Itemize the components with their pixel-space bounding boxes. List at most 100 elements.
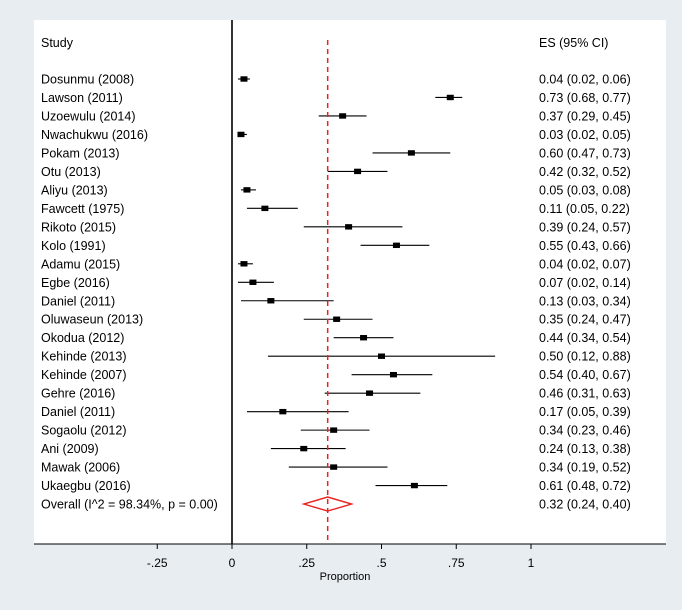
- study-label: Daniel (2011): [41, 405, 115, 419]
- column-header-study: Study: [41, 36, 74, 50]
- study-row: Daniel (2011) 0.13 (0.03, 0.34): [41, 294, 631, 308]
- overall-row: Overall (I^2 = 98.34%, p = 0.00) 0.32 (0.…: [41, 496, 631, 512]
- es-value: 0.05 (0.03, 0.08): [539, 183, 631, 197]
- es-value: 0.34 (0.19, 0.52): [539, 461, 631, 475]
- study-row: Okodua (2012) 0.44 (0.34, 0.54): [41, 331, 631, 345]
- study-row: Otu (2013) 0.42 (0.32, 0.52): [41, 165, 631, 179]
- study-label: Dosunmu (2008): [41, 73, 134, 87]
- effect-marker: [240, 261, 248, 267]
- study-row: Kolo (1991) 0.55 (0.43, 0.66): [41, 239, 631, 253]
- effect-marker: [378, 353, 385, 359]
- overall-diamond: [301, 496, 355, 512]
- es-value: 0.61 (0.48, 0.72): [539, 479, 631, 493]
- column-header-es: ES (95% CI): [539, 36, 608, 50]
- effect-marker: [330, 427, 338, 433]
- study-row: Oluwaseun (2013) 0.35 (0.24, 0.47): [41, 313, 631, 327]
- es-value: 0.73 (0.68, 0.77): [539, 91, 631, 105]
- study-label: Uzoewulu (2014): [41, 109, 136, 123]
- study-label: Okodua (2012): [41, 331, 124, 345]
- study-label: Egbe (2016): [41, 276, 110, 290]
- x-tick-label: .75: [448, 556, 465, 570]
- study-label: Ani (2009): [41, 442, 99, 456]
- effect-marker: [354, 168, 362, 175]
- study-row: Daniel (2011) 0.17 (0.05, 0.39): [41, 405, 631, 419]
- study-rows: Dosunmu (2008) 0.04 (0.02, 0.06) Lawson (2…: [41, 73, 631, 494]
- study-label: Aliyu (2013): [41, 183, 108, 197]
- es-value: 0.04 (0.02, 0.06): [539, 73, 631, 87]
- effect-marker: [249, 279, 257, 285]
- effect-marker: [360, 335, 368, 341]
- study-row: Uzoewulu (2014) 0.37 (0.29, 0.45): [41, 109, 631, 123]
- study-row: Lawson (2011) 0.73 (0.68, 0.77): [41, 91, 631, 105]
- study-label: Kehinde (2007): [41, 368, 126, 382]
- effect-marker: [261, 205, 269, 212]
- es-value: 0.11 (0.05, 0.22): [539, 202, 630, 216]
- es-value: 0.34 (0.23, 0.46): [539, 424, 631, 438]
- study-row: Kehinde (2013) 0.50 (0.12, 0.88): [41, 350, 631, 364]
- study-label: Rikoto (2015): [41, 220, 116, 234]
- es-value: 0.37 (0.29, 0.45): [539, 109, 631, 123]
- study-row: Pokam (2013) 0.60 (0.47, 0.73): [41, 146, 631, 160]
- study-label: Nwachukwu (2016): [41, 128, 148, 142]
- study-label: Mawak (2006): [41, 461, 120, 475]
- x-tick-label: .25: [298, 556, 315, 570]
- plot-panel: [34, 20, 666, 544]
- study-row: Ani (2009) 0.24 (0.13, 0.38): [41, 442, 631, 456]
- study-label: Kehinde (2013): [41, 350, 126, 364]
- es-value: 0.35 (0.24, 0.47): [539, 313, 631, 327]
- study-label: Lawson (2011): [41, 91, 123, 105]
- x-tick-label: -.25: [147, 556, 168, 570]
- x-tick-label: .5: [376, 556, 386, 570]
- effect-marker: [345, 224, 353, 230]
- effect-marker: [339, 113, 347, 119]
- study-label: Kolo (1991): [41, 239, 106, 253]
- overall-label: Overall (I^2 = 98.34%, p = 0.00): [41, 498, 218, 512]
- es-value: 0.50 (0.12, 0.88): [539, 350, 631, 364]
- effect-marker: [392, 242, 400, 249]
- study-row: Rikoto (2015) 0.39 (0.24, 0.57): [41, 220, 631, 234]
- study-row: Adamu (2015) 0.04 (0.02, 0.07): [41, 257, 631, 271]
- study-label: Adamu (2015): [41, 257, 120, 271]
- effect-marker: [366, 390, 374, 396]
- study-row: Fawcett (1975) 0.11 (0.05, 0.22): [41, 202, 630, 216]
- effect-marker: [389, 371, 397, 378]
- study-row: Mawak (2006) 0.34 (0.19, 0.52): [41, 461, 631, 475]
- study-label: Ukaegbu (2016): [41, 479, 131, 493]
- effect-marker: [237, 131, 245, 138]
- x-tick-label: 0: [229, 556, 236, 570]
- study-label: Daniel (2011): [41, 294, 115, 308]
- effect-marker: [267, 298, 275, 304]
- effect-marker: [243, 187, 251, 193]
- study-label: Oluwaseun (2013): [41, 313, 143, 327]
- x-axis-label: Proportion: [320, 571, 371, 583]
- es-value: 0.04 (0.02, 0.07): [539, 257, 631, 271]
- study-row: Ukaegbu (2016) 0.61 (0.48, 0.72): [41, 479, 631, 493]
- study-row: Dosunmu (2008) 0.04 (0.02, 0.06): [41, 73, 631, 87]
- es-value: 0.17 (0.05, 0.39): [539, 405, 631, 419]
- study-row: Egbe (2016) 0.07 (0.02, 0.14): [41, 276, 631, 290]
- es-value: 0.42 (0.32, 0.52): [539, 165, 631, 179]
- study-label: Sogaolu (2012): [41, 424, 126, 438]
- study-label: Fawcett (1975): [41, 202, 124, 216]
- study-row: Sogaolu (2012) 0.34 (0.23, 0.46): [41, 424, 631, 438]
- effect-marker: [330, 464, 338, 470]
- x-axis: -.25 0 .25 .5 .75 1: [34, 20, 666, 570]
- es-value: 0.03 (0.02, 0.05): [539, 128, 631, 142]
- es-value: 0.07 (0.02, 0.14): [539, 276, 631, 290]
- es-value: 0.13 (0.03, 0.34): [539, 294, 631, 308]
- effect-marker: [279, 408, 287, 415]
- study-row: Nwachukwu (2016) 0.03 (0.02, 0.05): [41, 128, 631, 142]
- study-label: Pokam (2013): [41, 146, 120, 160]
- effect-marker: [300, 445, 308, 452]
- es-value: 0.60 (0.47, 0.73): [539, 146, 631, 160]
- effect-marker: [407, 150, 415, 156]
- study-label: Gehre (2016): [41, 387, 115, 401]
- effect-marker: [240, 76, 248, 82]
- es-value: 0.24 (0.13, 0.38): [539, 442, 631, 456]
- es-value: 0.39 (0.24, 0.57): [539, 220, 631, 234]
- effect-marker: [333, 316, 341, 322]
- es-value: 0.46 (0.31, 0.63): [539, 387, 631, 401]
- es-value: 0.44 (0.34, 0.54): [539, 331, 631, 345]
- study-row: Gehre (2016) 0.46 (0.31, 0.63): [41, 387, 631, 401]
